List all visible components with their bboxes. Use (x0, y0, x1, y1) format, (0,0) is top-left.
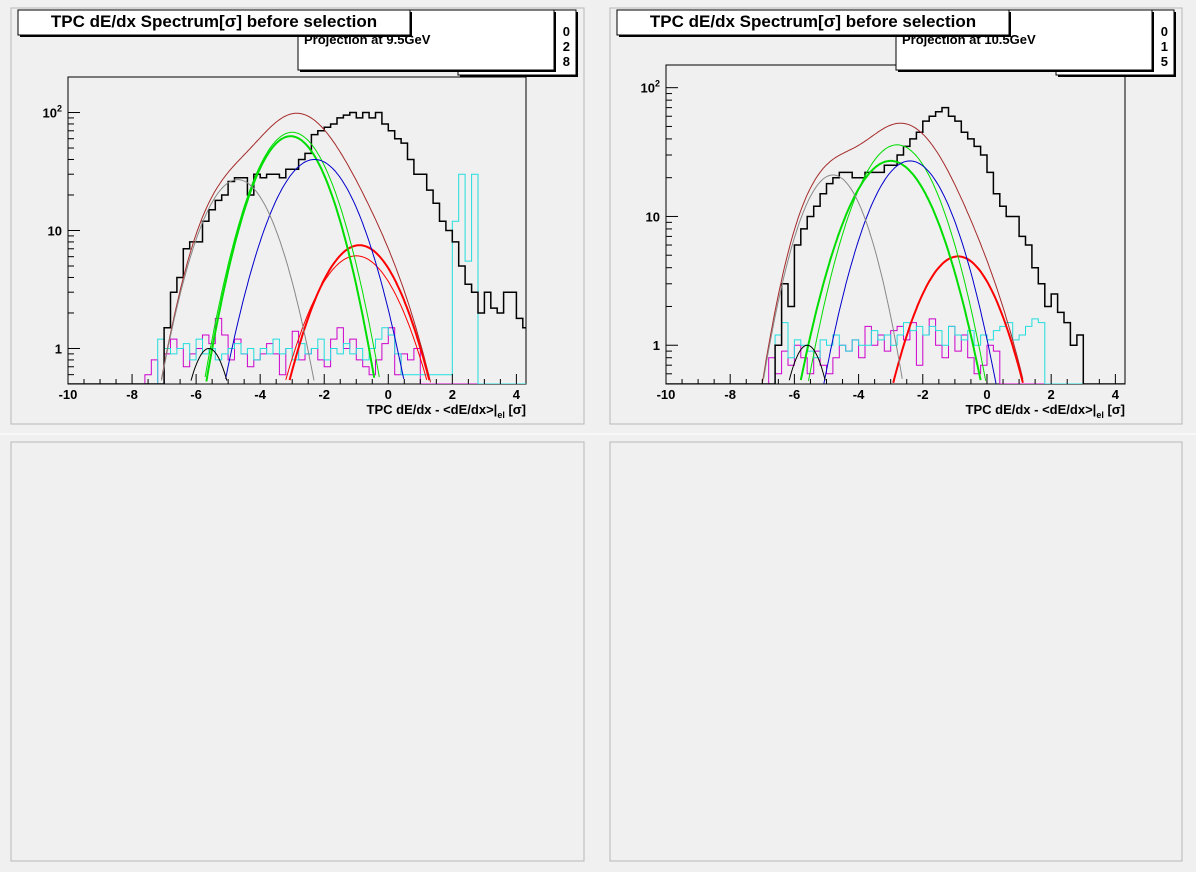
y-tick-base: 1 (55, 341, 62, 356)
x-tick-label: -6 (789, 387, 801, 402)
fit-curve-pi (205, 135, 376, 382)
stat-value: 8 (563, 54, 570, 69)
fit-curve-K (823, 160, 997, 384)
magenta-histogram (666, 318, 1125, 384)
x-tick-label: -2 (917, 387, 929, 402)
x-tick-label: -8 (126, 387, 138, 402)
fit-curve-p (161, 179, 315, 381)
cyan-histogram (68, 173, 526, 384)
x-tick-label: -2 (318, 387, 330, 402)
x-axis-title-main: TPC dE/dx - <dE/dx>| (966, 402, 1097, 417)
y-tick-label: 1 (653, 338, 660, 353)
y-tick-base: 10 (641, 81, 655, 96)
data-histogram (68, 111, 526, 384)
stat-value: 2 (563, 39, 570, 54)
x-tick-label: 2 (449, 387, 456, 402)
title-box (616, 9, 1010, 36)
y-tick-label: 10 (48, 224, 62, 239)
stat-value: 1 (1161, 39, 1168, 54)
x-tick-label: -6 (190, 387, 202, 402)
x-tick-label: -10 (657, 387, 676, 402)
x-axis-title-unit: [σ] (505, 402, 526, 417)
fit-curve-e (288, 244, 431, 381)
x-tick-label: 0 (385, 387, 392, 402)
x-axis-title: TPC dE/dx - <dE/dx>|el [σ] (966, 402, 1125, 420)
fit-curve-K (225, 159, 405, 380)
x-axis-title-subscript: el (497, 410, 505, 420)
y-tick-label: 102 (43, 104, 62, 121)
x-axis-title-subscript: el (1096, 410, 1104, 420)
plot-contents (68, 111, 526, 384)
fit-curve-p (763, 174, 903, 379)
empty-pad-bottom-left (10, 441, 585, 862)
x-tick-label: 4 (1112, 387, 1120, 402)
x-axis-title-unit: [σ] (1104, 402, 1125, 417)
x-axis-title: TPC dE/dx - <dE/dx>|el [σ] (367, 402, 526, 420)
plot-contents (666, 106, 1125, 384)
y-tick-exponent: 2 (655, 79, 660, 89)
cyan-histogram (666, 318, 1125, 384)
y-tick-label: 102 (641, 79, 660, 96)
x-tick-label: -10 (59, 387, 78, 402)
y-tick-exponent: 2 (57, 104, 62, 114)
fit-curve-total (761, 122, 1024, 384)
y-tick-base: 10 (646, 209, 660, 224)
stat-value: 5 (1161, 54, 1168, 69)
chart-title: TPC dE/dx Spectrum[σ] before selection (650, 12, 976, 31)
fit-curve-e2 (285, 255, 428, 380)
plot-area (665, 64, 1126, 385)
x-tick-label: 2 (1048, 387, 1055, 402)
y-tick-base: 10 (43, 106, 57, 121)
plot-area (67, 76, 527, 385)
stat-value: 0 (1161, 24, 1168, 39)
fit-curve-pi (799, 159, 982, 381)
data-histogram (666, 106, 1125, 384)
x-tick-label: -4 (853, 387, 865, 402)
fit-curve-d (190, 347, 228, 381)
title-box (17, 9, 411, 36)
chart-title: TPC dE/dx Spectrum[σ] before selection (51, 12, 377, 31)
fit-curve-total (161, 112, 432, 383)
fit-curve-pi2 (808, 144, 987, 381)
x-tick-label: 0 (983, 387, 990, 402)
x-tick-label: -4 (254, 387, 266, 402)
x-axis-title-main: TPC dE/dx - <dE/dx>| (367, 402, 498, 417)
fit-curve-pi2 (204, 131, 380, 378)
y-tick-label: 1 (55, 341, 62, 356)
empty-pad-bottom-right (609, 441, 1183, 862)
fit-curve-d (788, 344, 826, 381)
y-tick-base: 10 (48, 224, 62, 239)
x-tick-label: -8 (724, 387, 736, 402)
y-tick-label: 10 (646, 209, 660, 224)
stat-value: 0 (563, 24, 570, 39)
y-tick-base: 1 (653, 338, 660, 353)
x-tick-label: 4 (513, 387, 521, 402)
